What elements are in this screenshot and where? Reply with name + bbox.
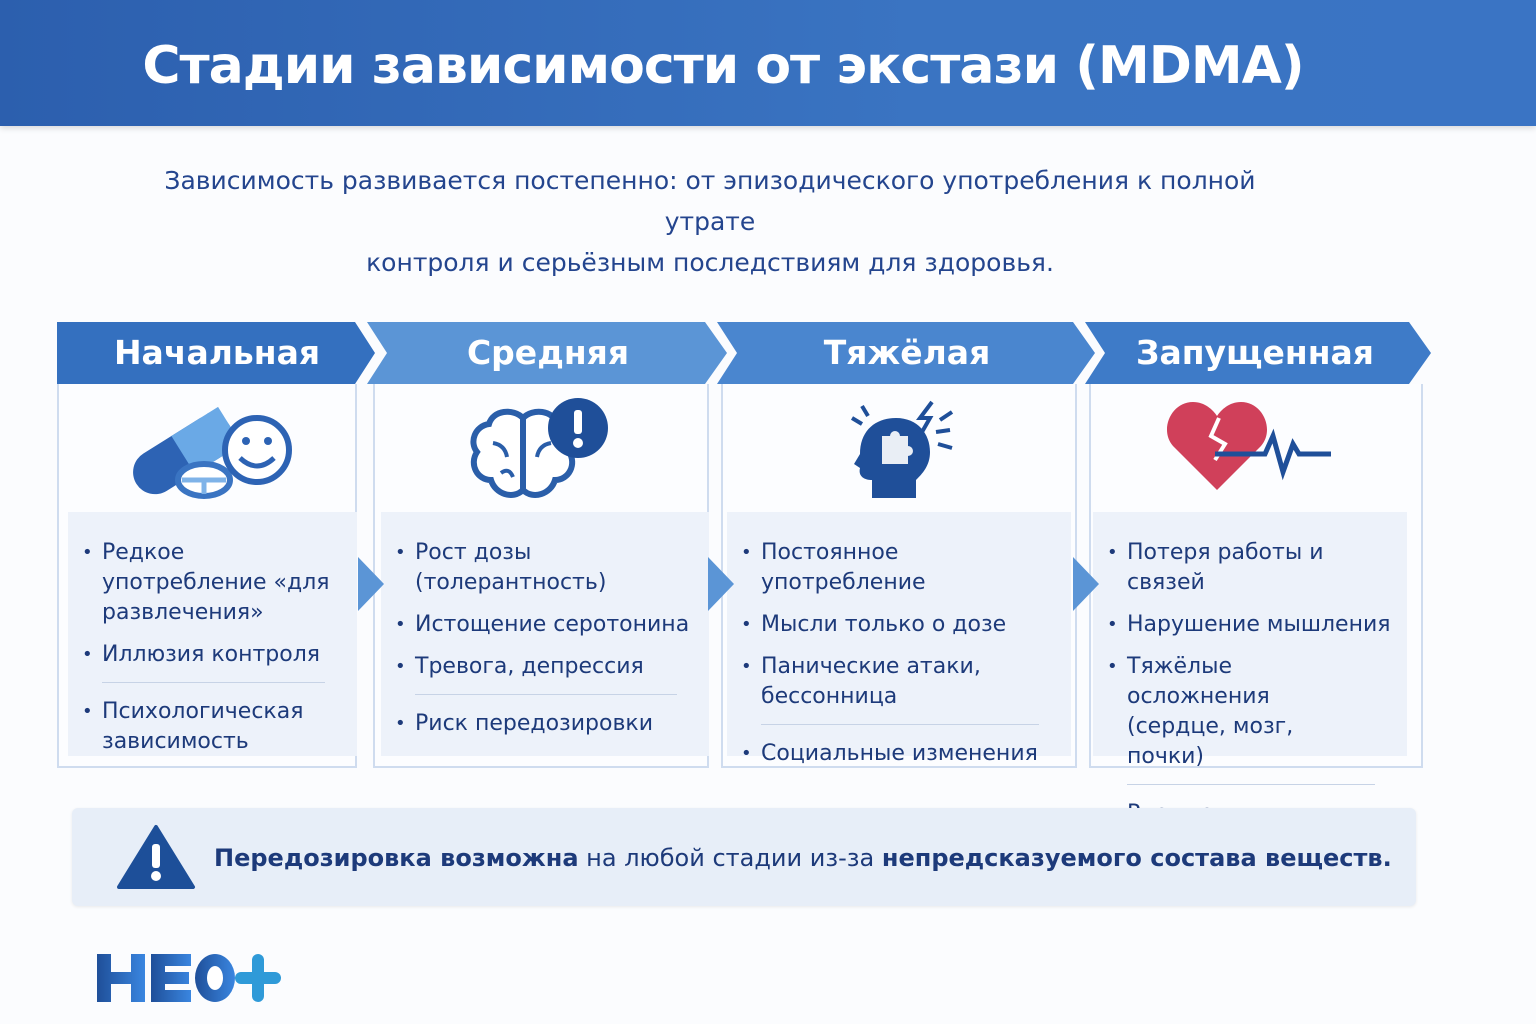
list-item: • Социальные изменения bbox=[741, 741, 1038, 766]
stage-header: Начальная bbox=[57, 322, 377, 384]
stage-advanced: Запущенная • Потеря работы и связей • Нару… bbox=[1085, 322, 1445, 826]
stage-header: Средняя bbox=[367, 322, 729, 384]
arrow-right-icon bbox=[358, 557, 384, 611]
list-item: • Редкое употребление «для развлечения» bbox=[82, 540, 330, 625]
warning-box: Передозировка возможна на любой стадии и… bbox=[72, 808, 1416, 906]
list-item: • Иллюзия контроля bbox=[82, 642, 320, 667]
brain-alert-icon bbox=[367, 398, 709, 508]
list-item: • Риск передозировки bbox=[395, 711, 654, 736]
list-item: • Истощение серотонина bbox=[395, 612, 690, 637]
list-item: • Тяжёлые осложнения (сердце, мозг, почки… bbox=[1107, 654, 1294, 769]
subtitle: Зависимость развивается постепенно: от э… bbox=[120, 160, 1300, 283]
stage-list: • Рост дозы (толерантность) • Истощение се… bbox=[381, 512, 709, 756]
stage-header: Тяжёлая bbox=[717, 322, 1097, 384]
list-item: • Мысли только о дозе bbox=[741, 612, 1007, 637]
warning-text: Передозировка возможна на любой стадии и… bbox=[214, 844, 1392, 872]
stage-initial: Начальная • Редкое употребление «для разв… bbox=[57, 322, 377, 768]
pills-smiley-icon bbox=[57, 398, 357, 508]
divider bbox=[102, 682, 325, 683]
divider bbox=[761, 724, 1039, 725]
stage-label: Средняя bbox=[466, 333, 630, 372]
list-item: • Панические атаки, бессонница bbox=[741, 654, 981, 709]
stage-severe: Тяжёлая • Постоянное употребление • Мысли … bbox=[717, 322, 1097, 768]
list-item: • Постоянное употребление bbox=[741, 540, 926, 595]
divider bbox=[415, 694, 677, 695]
header-banner: Стадии зависимости от экстази (MDMA) bbox=[0, 0, 1536, 126]
stage-label: Начальная bbox=[113, 333, 321, 372]
list-item: • Нарушение мышления bbox=[1107, 612, 1391, 637]
stage-list: • Потеря работы и связей • Нарушение мышле… bbox=[1093, 512, 1407, 826]
broken-heart-pulse-icon bbox=[1085, 398, 1415, 508]
subtitle-line: контроля и серьёзным последствиям для зд… bbox=[366, 248, 1054, 277]
page-title: Стадии зависимости от экстази (MDMA) bbox=[142, 36, 1304, 96]
stage-list: • Постоянное употребление • Мысли только о… bbox=[727, 512, 1071, 766]
arrow-right-icon bbox=[708, 557, 734, 611]
logo bbox=[95, 950, 285, 1019]
list-item: • Психологическая зависимость bbox=[82, 699, 304, 754]
stage-list: • Редкое употребление «для развлечения» •… bbox=[68, 512, 357, 756]
head-puzzle-icon bbox=[717, 398, 1077, 508]
stage-label: Запущенная bbox=[1136, 333, 1374, 372]
stage-middle: Средняя • Рост дозы (толерантность) • Исто… bbox=[367, 322, 729, 768]
arrow-right-icon bbox=[1073, 557, 1099, 611]
stage-label: Тяжёлая bbox=[823, 333, 991, 372]
subtitle-line: Зависимость развивается постепенно: от э… bbox=[164, 166, 1256, 236]
list-item: • Тревога, депрессия bbox=[395, 654, 644, 679]
list-item: • Потеря работы и связей bbox=[1107, 540, 1324, 595]
list-item: • Рост дозы (толерантность) bbox=[395, 540, 607, 595]
divider bbox=[1127, 784, 1375, 785]
stage-header: Запущенная bbox=[1085, 322, 1445, 384]
warning-triangle-icon bbox=[117, 825, 195, 889]
